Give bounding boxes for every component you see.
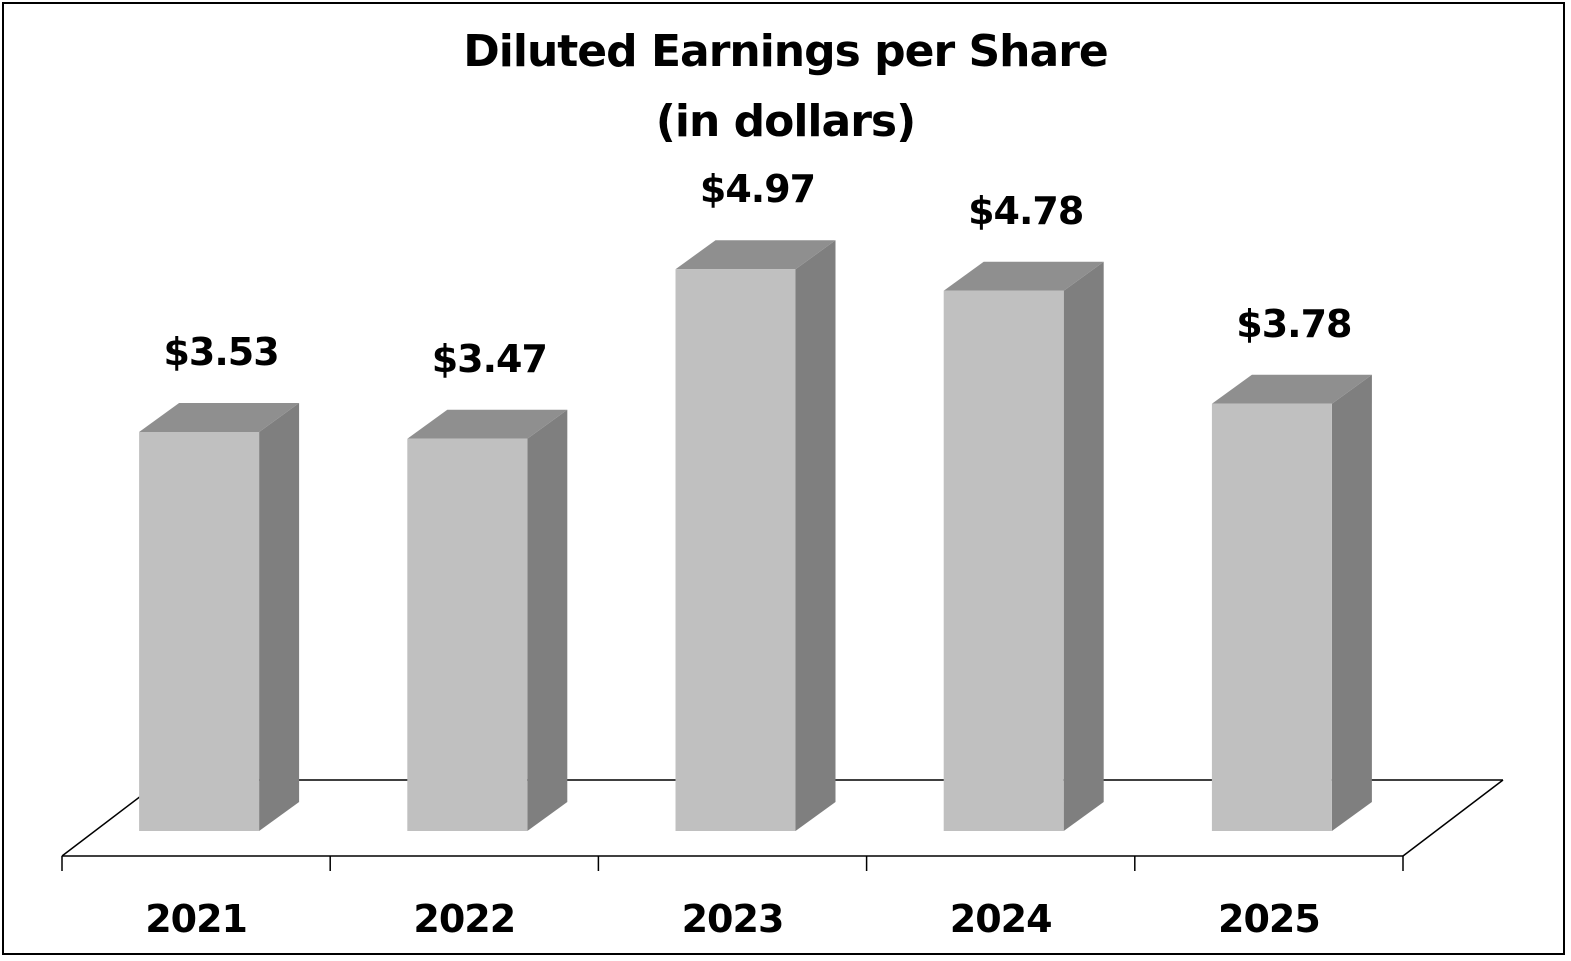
- floor-right-edge: [1402, 779, 1504, 857]
- bar-front: [1211, 403, 1332, 831]
- bar-top: [407, 409, 568, 439]
- data-label: $4.78: [968, 188, 1084, 233]
- x-axis-label: 2025: [1218, 897, 1321, 941]
- x-axis-label: 2023: [681, 897, 785, 941]
- data-label: $3.47: [431, 336, 548, 381]
- bar-side: [795, 240, 836, 832]
- data-label: $4.97: [699, 167, 816, 212]
- bar-front: [407, 438, 528, 831]
- bar-side: [527, 409, 568, 831]
- bar-top: [139, 403, 300, 432]
- bar-side: [1331, 374, 1372, 831]
- chart-subtitle: (in dollars): [655, 96, 916, 147]
- bar-top: [943, 261, 1104, 291]
- bar-side: [1063, 261, 1104, 831]
- x-axis-label: 2021: [145, 897, 248, 941]
- bar-top: [675, 240, 836, 270]
- x-axis-label: 2022: [413, 897, 516, 941]
- bar-side: [259, 403, 300, 831]
- x-axis-label: 2024: [949, 897, 1053, 941]
- data-label: $3.53: [163, 330, 279, 374]
- chart-title: Diluted Earnings per Share: [463, 26, 1108, 77]
- bar-front: [675, 269, 796, 832]
- bar-top: [1211, 374, 1372, 404]
- bar-front: [943, 290, 1064, 831]
- data-label: $3.78: [1236, 301, 1352, 346]
- bar-front: [139, 432, 260, 831]
